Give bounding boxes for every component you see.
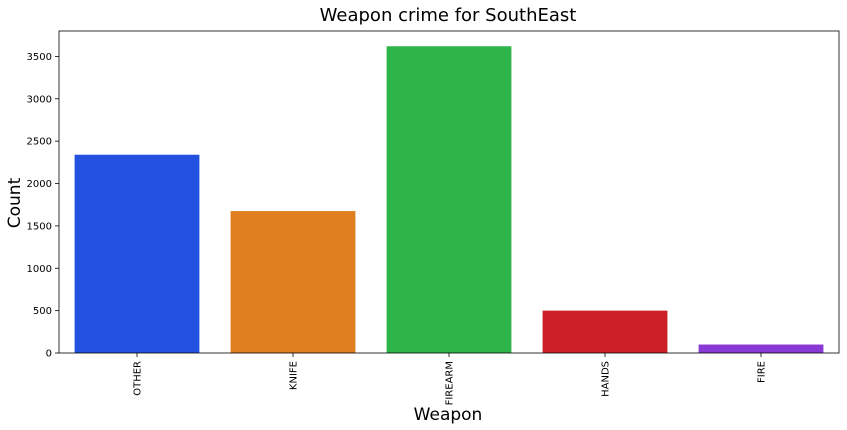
x-tick-label: FIREARM [445, 361, 456, 405]
x-tick-label: FIRE [757, 361, 768, 383]
chart-title: Weapon crime for SouthEast [320, 5, 577, 26]
y-tick-label: 0 [46, 349, 52, 360]
y-tick-label: 1500 [27, 221, 52, 232]
bar-hands [542, 310, 668, 353]
y-tick-label: 500 [33, 306, 52, 317]
bar-knife [230, 211, 356, 353]
plot-area: 0 500 1000 1500 2000 2500 3000 3500 OTHER KNIFE FI… [27, 30, 840, 405]
y-tick-label: 1000 [27, 264, 52, 275]
y-tick-label: 3000 [27, 94, 52, 105]
x-axis-title: Weapon [414, 405, 483, 425]
x-tick-label: HANDS [601, 361, 612, 397]
y-axis-title: Count [5, 177, 25, 228]
x-tick-label: OTHER [133, 361, 144, 396]
x-tick-label: KNIFE [289, 361, 300, 390]
bar-firearm [386, 46, 512, 353]
bar-other [74, 154, 200, 353]
y-tick-label: 3500 [27, 52, 52, 63]
y-tick-label: 2000 [27, 179, 52, 190]
bar-fire [698, 344, 824, 353]
y-tick-label: 2500 [27, 137, 52, 148]
